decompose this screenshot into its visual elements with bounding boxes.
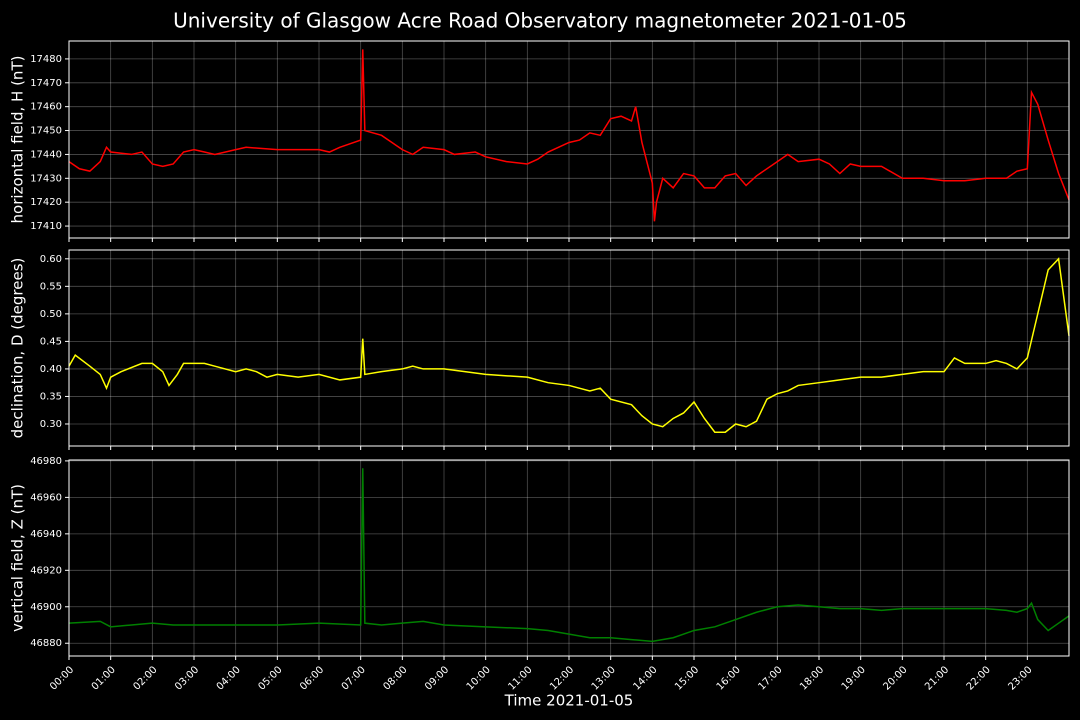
y-tick-label: 0.30 [40,419,62,430]
plot-frame [68,249,1070,447]
y-tick-label: 46880 [30,638,62,649]
y-tick-label: 17460 [30,102,62,113]
y-tick-label: 0.55 [40,281,62,292]
x-axis-label: Time 2021-01-05 [504,692,634,710]
y-tick-label: 0.50 [40,309,62,320]
data-line [68,49,1070,222]
y-tick-label: 46920 [30,565,62,576]
y-tick-label: 46900 [30,602,62,613]
y-tick-label: 0.35 [40,391,62,402]
y-tick-label: 17470 [30,78,62,89]
y-tick-label: 0.60 [40,254,62,265]
y-axis-label: vertical field, Z (nT) [9,484,27,632]
y-axis-label: horizontal field, H (nT) [9,56,27,224]
plot-frame [68,459,1070,657]
y-tick-label: 46940 [30,529,62,540]
y-tick-label: 17420 [30,197,62,208]
y-tick-label: 17480 [30,54,62,65]
y-tick-label: 17450 [30,126,62,137]
chart-title: University of Glasgow Acre Road Observat… [173,9,907,33]
y-tick-label: 0.40 [40,364,62,375]
y-tick-label: 46980 [30,456,62,467]
data-line [68,468,1070,643]
y-tick-label: 17430 [30,173,62,184]
data-line [68,257,1070,433]
y-tick-label: 0.45 [40,336,62,347]
plot-frame [68,40,1070,239]
y-axis-label: declination, D (degrees) [9,258,27,439]
y-tick-label: 46960 [30,492,62,503]
y-tick-label: 17440 [30,149,62,160]
y-tick-label: 17410 [30,221,62,232]
